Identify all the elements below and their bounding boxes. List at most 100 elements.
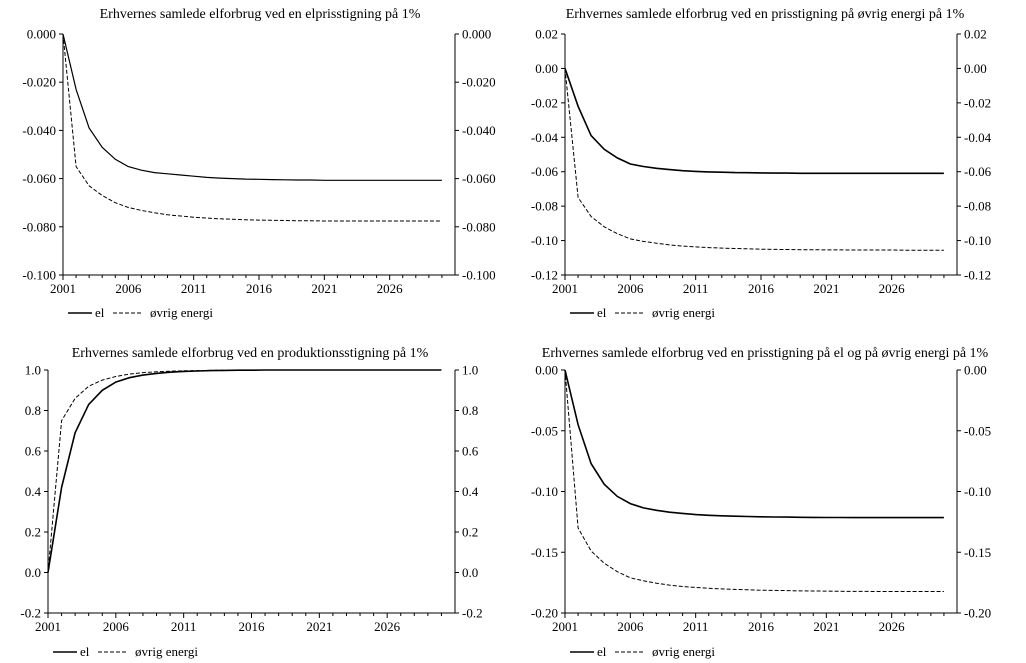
- series-line-el: [47, 369, 442, 573]
- y-tick-label-left: -0.060: [22, 171, 56, 186]
- x-tick-label: 2006: [617, 281, 644, 296]
- legend-label-el: el: [95, 305, 105, 320]
- chart-panel-4: Erhvernes samlede elforbrug ved en priss…: [531, 346, 991, 659]
- chart-panel-2: Erhvernes samlede elforbrug ved en priss…: [531, 7, 992, 320]
- y-tick-label-left: -0.20: [531, 606, 558, 621]
- x-tick-label: 2006: [617, 619, 644, 634]
- x-tick-label: 2006: [115, 281, 142, 296]
- chart-title: Erhvernes samlede elforbrug ved en priss…: [542, 346, 989, 361]
- y-tick-label-right: 0.6: [462, 444, 479, 459]
- y-tick-label-right: -0.02: [964, 95, 991, 110]
- x-tick-label: 2011: [683, 619, 709, 634]
- x-tick-label: 2016: [246, 281, 273, 296]
- y-tick-label-right: -0.020: [462, 75, 496, 90]
- y-tick-label-left: 0.02: [535, 27, 558, 42]
- y-tick-label-right: 0.2: [462, 525, 478, 540]
- y-tick-label-left: 0.000: [27, 27, 56, 42]
- x-tick-label: 2016: [748, 281, 775, 296]
- y-tick-label-left: -0.10: [531, 484, 558, 499]
- y-tick-label-right: 0.8: [462, 403, 478, 418]
- y-tick-label-left: -0.080: [22, 219, 56, 234]
- legend-label-ovrig-energi: øvrig energi: [652, 644, 715, 659]
- x-tick-label: 2021: [813, 619, 839, 634]
- legend-label-ovrig-energi: øvrig energi: [150, 305, 213, 320]
- y-tick-label-right: 0.00: [964, 363, 987, 378]
- x-tick-label: 2001: [35, 619, 61, 634]
- y-tick-label-left: 0.6: [25, 444, 42, 459]
- x-tick-label: 2026: [879, 281, 906, 296]
- x-tick-label: 2001: [552, 281, 578, 296]
- y-tick-label-left: 1.0: [25, 363, 41, 378]
- y-tick-label-right: -0.15: [964, 545, 991, 560]
- series-line-ovrig-energi: [564, 369, 944, 592]
- y-tick-label-right: -0.12: [964, 268, 991, 283]
- y-tick-label-right: 0.02: [964, 27, 987, 42]
- x-tick-label: 2026: [879, 619, 906, 634]
- legend-label-el: el: [597, 305, 607, 320]
- y-tick-label-left: -0.100: [22, 268, 56, 283]
- series-line-el: [564, 68, 944, 175]
- chart-title: Erhvernes samlede elforbrug ved en produ…: [72, 346, 429, 361]
- series-line-el: [564, 369, 944, 519]
- y-tick-label-right: -0.100: [462, 268, 496, 283]
- y-tick-label-right: 0.000: [462, 27, 491, 42]
- y-tick-label-left: 0.0: [25, 565, 41, 580]
- y-tick-label-right: -0.060: [462, 171, 496, 186]
- chart-panel-3: Erhvernes samlede elforbrug ved en produ…: [20, 346, 482, 659]
- y-tick-label-left: -0.02: [531, 95, 558, 110]
- y-tick-label-right: -0.10: [964, 484, 991, 499]
- y-tick-label-right: 0.00: [964, 61, 987, 76]
- legend-label-ovrig-energi: øvrig energi: [652, 305, 715, 320]
- x-tick-label: 2016: [748, 619, 775, 634]
- y-tick-label-left: -0.06: [531, 164, 559, 179]
- x-tick-label: 2016: [239, 619, 266, 634]
- y-tick-label-right: -0.06: [964, 164, 992, 179]
- series-line-ovrig-energi: [62, 33, 442, 222]
- x-tick-label: 2001: [50, 281, 76, 296]
- y-tick-label-right: -0.04: [964, 130, 992, 145]
- x-tick-label: 2026: [374, 619, 401, 634]
- y-tick-label-left: -0.08: [531, 199, 558, 214]
- y-tick-label-left: -0.15: [531, 545, 558, 560]
- series-line-el: [62, 33, 442, 181]
- y-tick-label-left: -0.05: [531, 423, 558, 438]
- y-tick-label-right: -0.20: [964, 606, 991, 621]
- y-tick-label-left: 0.00: [535, 61, 558, 76]
- y-tick-label-left: 0.00: [535, 363, 558, 378]
- y-tick-label-left: 0.2: [25, 525, 41, 540]
- x-tick-label: 2026: [377, 281, 404, 296]
- x-tick-label: 2021: [306, 619, 332, 634]
- x-tick-label: 2006: [103, 619, 130, 634]
- legend-label-ovrig-energi: øvrig energi: [135, 644, 198, 659]
- x-tick-label: 2021: [813, 281, 839, 296]
- chart-title: Erhvernes samlede elforbrug ved en priss…: [566, 7, 965, 22]
- x-tick-label: 2001: [552, 619, 578, 634]
- y-tick-label-left: 0.8: [25, 403, 41, 418]
- chart-title: Erhvernes samlede elforbrug ved en elpri…: [100, 7, 421, 22]
- y-tick-label-right: -0.040: [462, 123, 496, 138]
- y-tick-label-right: 0.4: [462, 484, 479, 499]
- y-tick-label-left: -0.040: [22, 123, 56, 138]
- x-tick-label: 2011: [683, 281, 709, 296]
- y-tick-label-left: -0.2: [20, 606, 41, 621]
- legend-label-el: el: [597, 644, 607, 659]
- y-tick-label-right: 0.0: [462, 565, 478, 580]
- x-tick-label: 2021: [311, 281, 337, 296]
- y-tick-label-right: -0.2: [462, 606, 483, 621]
- chart-panel-1: Erhvernes samlede elforbrug ved en elpri…: [22, 7, 495, 320]
- x-tick-label: 2011: [181, 281, 207, 296]
- legend-label-el: el: [80, 644, 90, 659]
- y-tick-label-right: -0.05: [964, 423, 991, 438]
- series-line-ovrig-energi: [564, 68, 944, 251]
- y-tick-label-left: 0.4: [25, 484, 42, 499]
- y-tick-label-right: -0.080: [462, 219, 496, 234]
- y-tick-label-right: -0.08: [964, 199, 991, 214]
- series-line-ovrig-energi: [47, 369, 442, 573]
- y-tick-label-left: -0.10: [531, 233, 558, 248]
- y-tick-label-left: -0.020: [22, 75, 56, 90]
- y-tick-label-right: 1.0: [462, 363, 478, 378]
- y-tick-label-left: -0.04: [531, 130, 559, 145]
- y-tick-label-left: -0.12: [531, 268, 558, 283]
- x-tick-label: 2011: [171, 619, 197, 634]
